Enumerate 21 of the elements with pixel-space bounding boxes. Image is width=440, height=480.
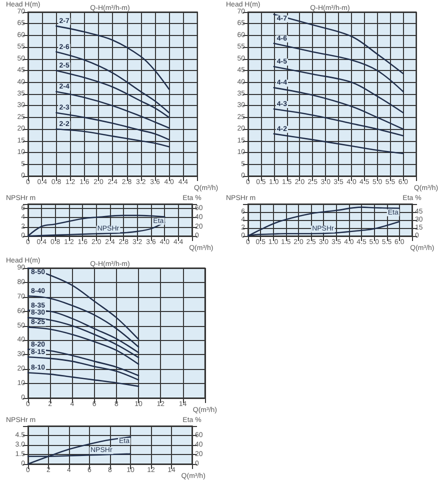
line-series — [27, 372, 140, 387]
line-series — [27, 348, 140, 376]
line-series — [27, 310, 140, 354]
line-series — [273, 66, 404, 114]
line-series — [56, 51, 170, 114]
line-series — [27, 356, 140, 381]
line-series — [27, 295, 140, 348]
line-series — [27, 267, 140, 340]
line-series — [273, 42, 404, 92]
line-series — [273, 87, 404, 130]
line-series — [27, 317, 140, 358]
line-series — [27, 326, 140, 365]
line-series — [56, 128, 170, 148]
line-series — [27, 436, 132, 465]
line-series — [56, 112, 170, 140]
line-series — [56, 25, 170, 90]
line-series — [273, 133, 404, 154]
line-series — [273, 108, 404, 136]
line-series — [56, 70, 170, 118]
line-series — [56, 91, 170, 129]
line-series — [273, 14, 404, 74]
